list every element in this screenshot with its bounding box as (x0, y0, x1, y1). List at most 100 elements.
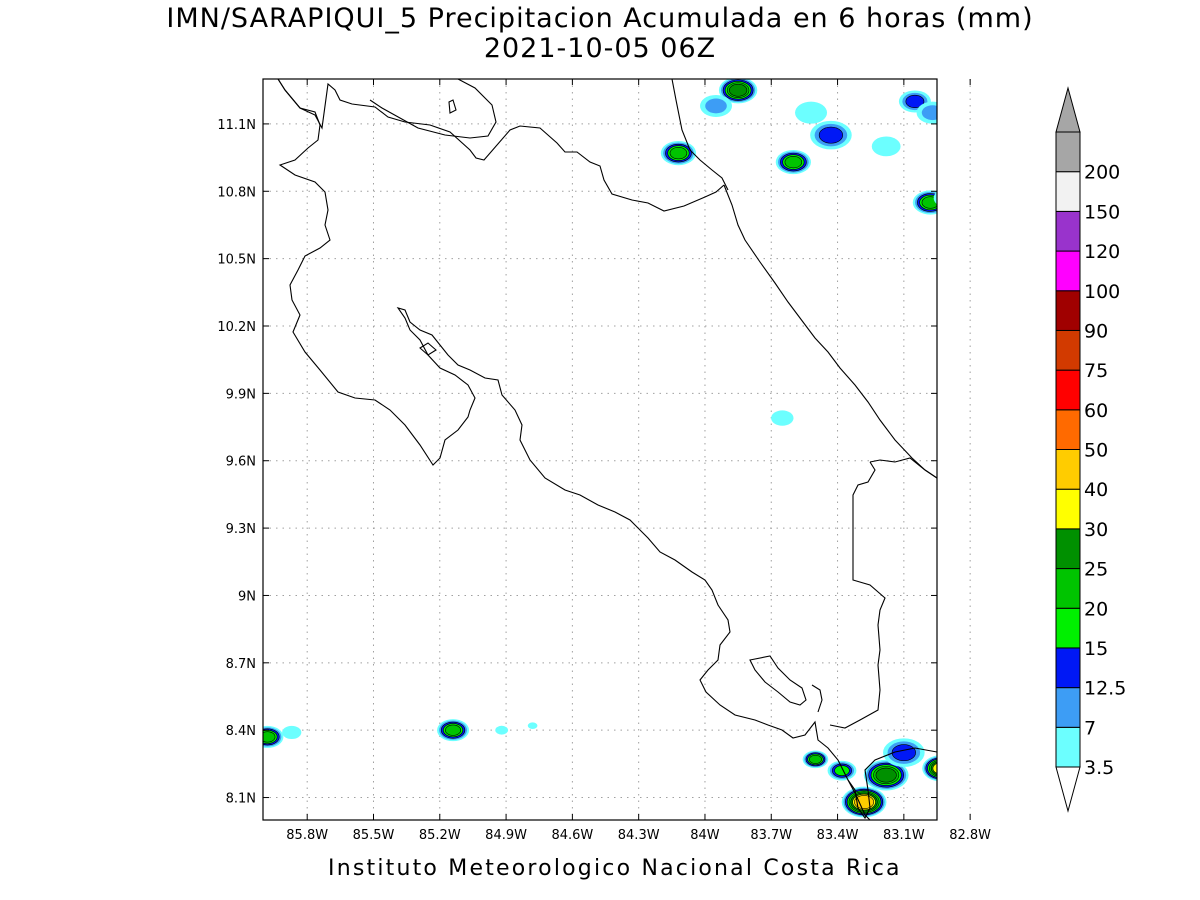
lat-tick-label: 10.8N (217, 185, 256, 200)
precip-level (1011, 808, 1027, 819)
lat-tick-label: 10.5N (217, 253, 256, 268)
lat-tick-label: 8.4N (226, 724, 256, 739)
lon-tick-label: 82.8W (949, 828, 991, 843)
precip-cell (841, 786, 887, 818)
map-subtitle-date: 2021-10-05 06Z (483, 33, 717, 64)
san-juan-river-border (671, 79, 729, 191)
osa-peninsula-gulf (749, 655, 807, 706)
precip-cell (282, 725, 302, 740)
precip-level (771, 410, 794, 426)
precip-level (263, 731, 276, 743)
precip-level (445, 724, 462, 736)
precip-level (936, 196, 937, 200)
precip-cell (983, 762, 1002, 775)
precip-level (282, 725, 302, 740)
precip-level (495, 725, 509, 735)
precip-cell (883, 738, 925, 767)
precip-level (795, 101, 828, 124)
precip-level (951, 111, 990, 138)
caribbean-coast (723, 184, 937, 479)
colorbar-label: 7 (1084, 717, 1096, 739)
ometepe-island (448, 99, 457, 114)
precip-level (1002, 802, 1035, 825)
lon-tick-label: 85.8W (286, 828, 328, 843)
colorbar-swatch (1055, 568, 1081, 609)
colorbar-label: 150 (1084, 201, 1120, 223)
colorbar-legend: 3.5 7 12.5 15 20 25 30 40 50 60 75 90 100 120 150 200 (1055, 86, 1126, 813)
colorbar-swatch (1055, 449, 1081, 490)
lat-tick-label: 11.1N (217, 118, 256, 133)
precip-level (949, 109, 992, 138)
lon-tick-label: 84.3W (618, 828, 660, 843)
precip-level (957, 790, 992, 814)
precip-cell (795, 101, 828, 124)
lat-tick-label: 8.1N (226, 792, 256, 807)
precip-cell (933, 191, 956, 205)
colorbar-swatch (1055, 210, 1081, 252)
precip-cell (527, 722, 538, 729)
colorbar-label: 60 (1084, 400, 1108, 422)
precip-level (669, 146, 688, 160)
precip-cell (437, 719, 470, 742)
precip-cell (827, 760, 857, 781)
colorbar-label: 75 (1084, 360, 1108, 382)
lat-tick-label: 10.2N (217, 320, 256, 335)
golfo-dulce (811, 684, 823, 713)
precip-level (940, 192, 956, 203)
precip-level (1001, 801, 1037, 825)
precip-level (1006, 805, 1031, 822)
precipitation-shading (263, 79, 1038, 826)
coastline-and-borders (277, 79, 937, 820)
lon-tick-label: 83.1W (883, 828, 925, 843)
map-frame (262, 78, 938, 821)
lon-tick-label: 85.2W (419, 828, 461, 843)
colorbar-label: 3.5 (1084, 757, 1114, 779)
precip-level (1000, 800, 1038, 826)
colorbar-swatch (1055, 488, 1081, 530)
precip-cell (495, 725, 509, 735)
precip-level (905, 94, 925, 108)
precip-level (921, 105, 937, 121)
colorbar-swatch (1055, 171, 1081, 212)
precip-level (809, 754, 822, 764)
lat-tick-label: 9.6N (226, 455, 256, 470)
lake-nicaragua-shore (277, 79, 725, 212)
colorbar-label: 20 (1084, 598, 1108, 620)
precip-level (991, 233, 1007, 244)
panama-caribbean-coast (869, 457, 937, 479)
precip-cell (863, 759, 909, 791)
lat-tick-label: 9N (238, 589, 256, 604)
lon-tick-label: 83.7W (750, 828, 792, 843)
precip-level (957, 115, 983, 133)
precip-level (891, 744, 916, 762)
lon-tick-label: 83.4W (817, 828, 859, 843)
footer-credit: Instituto Meteorologico Nacional Costa R… (328, 856, 902, 881)
precip-level (986, 792, 1016, 813)
precip-level (527, 722, 538, 729)
lon-tick-label: 84.6W (551, 828, 593, 843)
precip-cell (718, 79, 758, 104)
colorbar-label: 120 (1084, 241, 1120, 263)
costa-rica-pacific-coast (277, 79, 871, 820)
lat-tick-label: 9.9N (226, 387, 256, 402)
colorbar-bottom-arrow (1055, 766, 1081, 813)
colorbar-label: 30 (1084, 519, 1108, 541)
precip-level (705, 98, 727, 114)
precip-level (990, 795, 1012, 810)
colorbar-label: 100 (1084, 281, 1120, 303)
colorbar-swatch (1055, 409, 1081, 450)
precip-level (818, 126, 844, 144)
precip-level (1009, 807, 1028, 820)
precip-cell (916, 101, 937, 124)
precip-level (1005, 804, 1032, 823)
lat-tick-label: 9.3N (226, 522, 256, 537)
precip-cell (991, 233, 1007, 244)
colorbar-swatch (1055, 290, 1081, 331)
precip-cell (263, 725, 284, 748)
colorbar-swatch (1055, 726, 1081, 768)
colorbar-label: 50 (1084, 440, 1108, 462)
precip-cell (660, 141, 697, 166)
panama-border (829, 461, 886, 729)
precip-level (875, 767, 897, 783)
